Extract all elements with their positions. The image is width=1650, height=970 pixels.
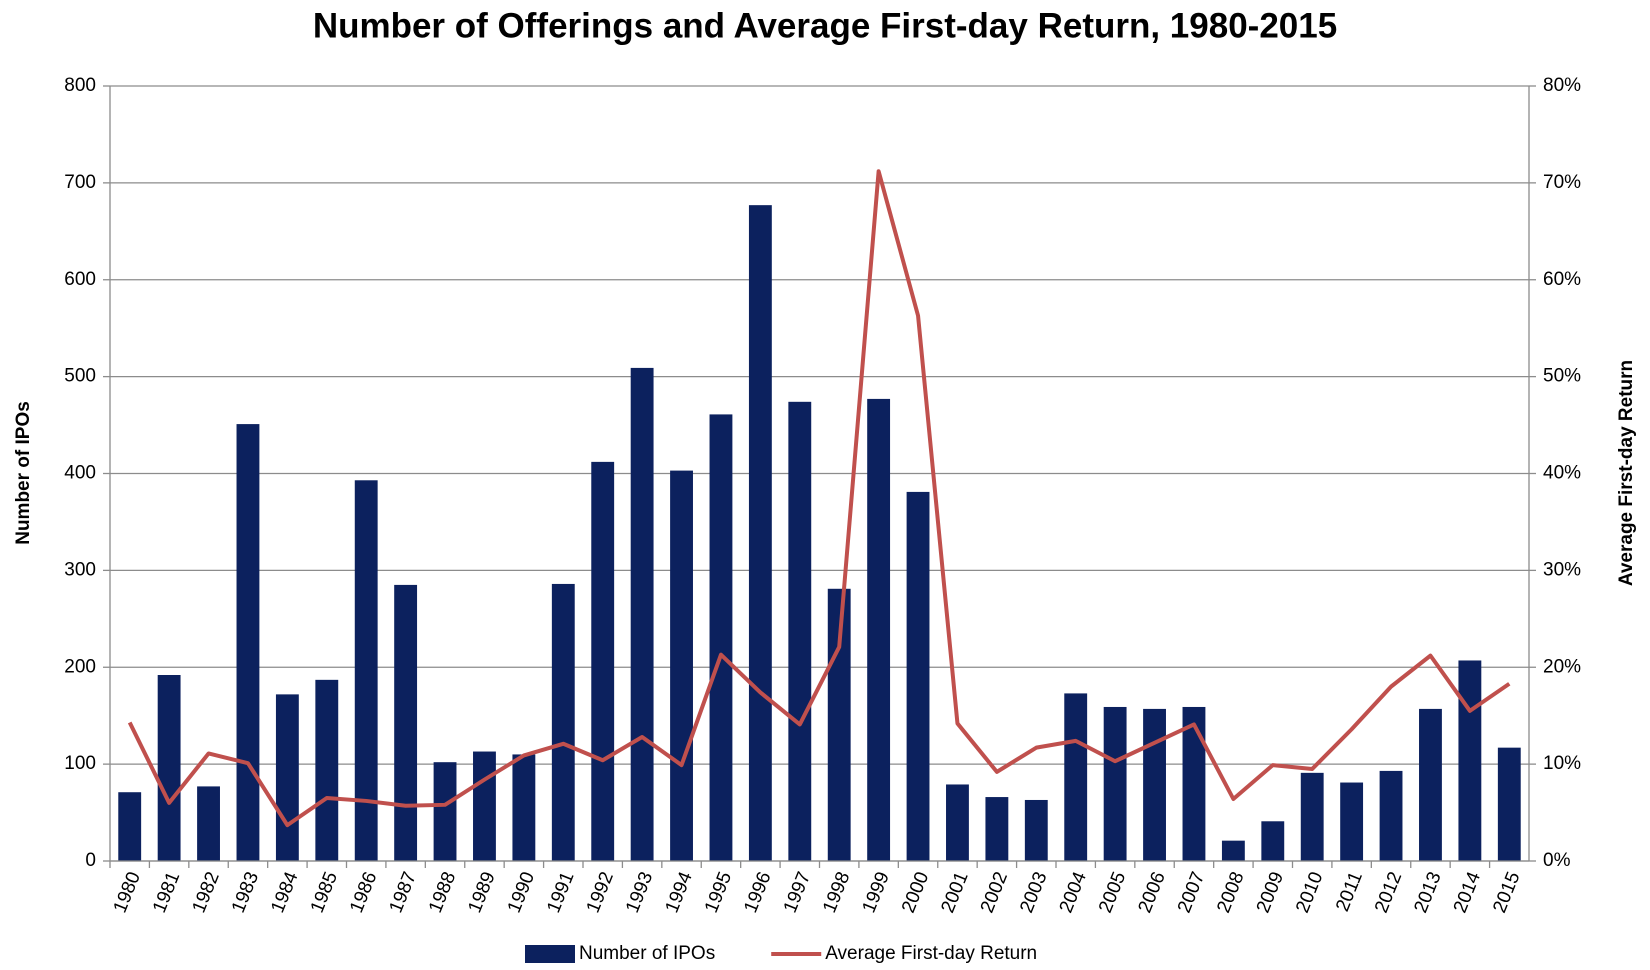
bar [788,401,812,861]
x-tick-label: 1985 [307,869,342,916]
x-tick-label: 1988 [425,869,460,916]
x-tick-label: 2001 [937,869,972,916]
y-tick-label: 400 [64,463,96,484]
bar [433,762,457,861]
bar [394,584,418,861]
y-axis-title: Number of IPOs [13,401,34,545]
x-tick-label: 2011 [1332,869,1367,915]
y-tick-label: 200 [64,656,96,677]
x-tick-label: 1989 [464,869,499,916]
x-tick-label: 1983 [228,869,263,916]
x-tick-label: 2000 [898,869,933,916]
bar [906,491,930,861]
x-tick-label: 1992 [583,869,618,916]
bar [709,414,733,861]
bar [473,751,496,861]
x-tick-label: 2008 [1213,869,1248,916]
x-tick-label: 2007 [1174,869,1209,916]
bar [1221,840,1245,861]
y2-tick-label: 60% [1543,269,1581,290]
bar [1458,660,1482,861]
y2-tick-label: 10% [1543,753,1581,774]
bar [985,797,1009,861]
x-tick-label: 1981 [149,869,184,916]
y2-axis-title: Average First-day Return [1616,360,1637,586]
bar [591,461,615,861]
y-tick-label: 100 [64,753,96,774]
x-tick-label: 1996 [740,869,775,916]
bar [946,784,969,861]
line [127,169,1511,828]
bar [236,424,260,861]
bar [1143,708,1166,861]
bar [748,205,772,861]
y-tick-label: 600 [64,269,96,290]
x-tick-label: 2015 [1489,869,1524,916]
bar [1261,821,1285,861]
bar [1340,782,1364,861]
legend-label: Average First-day Return [825,943,1037,964]
bar [354,480,378,861]
y2-tick-label: 50% [1543,366,1581,387]
x-tick-label: 2006 [1135,869,1170,916]
legend-swatch [525,945,575,963]
bar [1379,770,1403,861]
bar [670,470,693,861]
x-tick-label: 2005 [1095,869,1130,916]
bar [1182,706,1206,861]
x-tick-label: 2009 [1253,869,1288,916]
x-tick-label: 2010 [1292,869,1327,916]
legend-label: Number of IPOs [579,943,715,964]
y-tick-label: 500 [64,366,96,387]
x-tick-label: 2002 [977,869,1012,916]
chart-title: Number of Offerings and Average First-da… [313,6,1337,45]
x-tick-label: 1982 [189,869,224,916]
x-tick-label: 1991 [543,869,578,916]
bar [315,679,339,861]
x-tick-label: 2003 [1016,869,1051,916]
x-tick-label: 1999 [859,869,894,916]
bar [1300,772,1324,861]
x-tick-label: 1993 [622,869,657,916]
bar [1024,799,1048,861]
bar [275,694,299,861]
y-tick-label: 0 [85,850,96,871]
x-tick-label: 1994 [662,868,697,915]
y-tick-label: 700 [64,172,96,193]
x-tick-label: 1997 [780,869,815,916]
y-tick-label: 800 [64,75,96,96]
y-tick-label: 300 [64,559,96,580]
x-tick-label: 1987 [386,869,421,916]
bar [1064,693,1088,861]
bar [630,367,654,861]
x-tick-label: 1990 [504,869,539,916]
x-tick-label: 2004 [1056,868,1091,915]
x-tick-label: 1986 [346,869,381,916]
x-tick-label: 1995 [701,869,736,916]
y2-tick-label: 80% [1543,75,1581,96]
y2-tick-label: 70% [1543,172,1581,193]
bar [1497,747,1521,861]
x-tick-label: 1998 [819,869,854,916]
y2-tick-label: 40% [1543,463,1581,484]
y2-tick-label: 20% [1543,656,1581,677]
bar [551,583,575,861]
bar [867,398,891,861]
x-tick-label: 1980 [110,869,145,916]
bar [1103,706,1127,861]
x-tick-label: 2013 [1410,869,1445,916]
bar [1419,708,1442,861]
y2-tick-label: 30% [1543,559,1581,580]
y2-tick-label: 0% [1543,850,1571,871]
bar [118,792,142,861]
bar [157,675,181,861]
x-tick-label: 2014 [1450,868,1485,915]
x-tick-label: 2012 [1371,869,1406,916]
x-tick-label: 1984 [267,868,302,915]
bar [197,786,220,861]
bar [512,754,536,861]
